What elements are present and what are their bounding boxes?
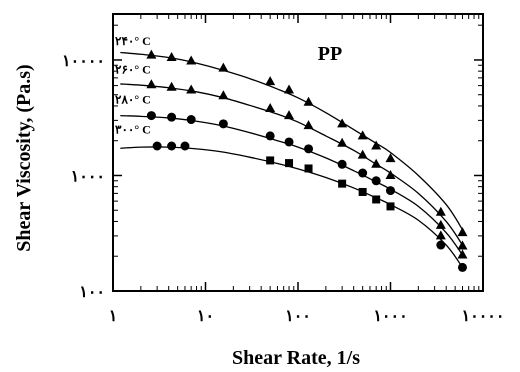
data-point-series-4 [358, 187, 367, 196]
chart-title: PP [318, 43, 342, 65]
x-tick-label: ۱۰۰۰۰ [462, 306, 505, 325]
series-labels: ۲۴۰° C ۲۶۰° C ۲۸۰° C ۳۰۰° C [115, 34, 151, 137]
data-point-series-1 [337, 118, 348, 128]
series-label-4: ۳۰۰° C [115, 123, 151, 137]
data-point-series-4 [266, 156, 275, 165]
data-point-series-3 [457, 249, 468, 259]
data-point-series-1 [186, 55, 197, 65]
data-point-series-2 [218, 90, 229, 100]
data-point-series-2 [435, 219, 446, 229]
data-point-series-3 [265, 131, 275, 141]
series-label-2: ۲۶۰° C [115, 63, 151, 77]
data-point-series-3 [337, 159, 347, 169]
data-point-series-1 [146, 49, 157, 59]
data-point-series-2 [186, 84, 197, 94]
x-tick-label: ۱۰۰ [285, 306, 311, 325]
data-point-series-2 [371, 158, 382, 168]
data-point-series-1 [218, 62, 229, 72]
data-point-series-4 [180, 141, 190, 151]
data-point-series-4 [457, 262, 467, 272]
y-axis-ticks: ۱۰۰ ۱۰۰۰ ۱۰۰۰۰ [62, 24, 483, 301]
data-point-series-3 [435, 230, 446, 240]
data-point-series-2 [385, 169, 396, 179]
y-tick-label: ۱۰۰ [79, 282, 105, 301]
data-point-series-1 [284, 84, 295, 94]
data-markers [146, 49, 468, 272]
data-point-series-3 [186, 115, 196, 125]
data-point-series-3 [371, 176, 381, 186]
data-point-series-3 [218, 119, 228, 129]
y-axis-title: Shear Viscosity, (Pa.s) [13, 64, 35, 251]
fit-curve-series-1 [120, 51, 464, 230]
data-point-series-1 [457, 227, 468, 237]
data-point-series-1 [435, 206, 446, 216]
data-point-series-1 [385, 153, 396, 163]
fit-curve-series-4 [120, 146, 464, 268]
y-tick-label: ۱۰۰۰ [71, 166, 105, 185]
data-point-series-2 [166, 81, 177, 91]
fit-curves [120, 51, 464, 268]
data-point-series-4 [338, 179, 347, 188]
data-point-series-2 [146, 79, 157, 89]
x-axis-title: Shear Rate, 1/s [232, 347, 360, 369]
x-tick-label: ۱۰ [197, 306, 214, 325]
fit-curve-series-3 [120, 114, 464, 256]
x-tick-label: ۱ [109, 306, 118, 325]
data-point-series-3 [304, 144, 314, 154]
data-point-series-1 [265, 76, 276, 86]
data-point-series-2 [265, 103, 276, 113]
data-point-series-1 [371, 140, 382, 150]
data-point-series-2 [457, 240, 468, 250]
data-point-series-1 [303, 96, 314, 106]
data-point-series-1 [166, 52, 177, 62]
data-point-series-4 [152, 141, 162, 151]
data-point-series-4 [167, 141, 177, 151]
x-tick-label: ۱۰۰۰ [373, 306, 407, 325]
data-point-series-3 [284, 137, 294, 147]
data-point-series-3 [358, 168, 368, 178]
data-point-series-3 [386, 186, 395, 196]
series-label-3: ۲۸۰° C [115, 92, 151, 106]
plot-border [112, 13, 484, 292]
data-point-series-2 [337, 137, 348, 147]
x-axis-ticks: ۱ ۱۰ ۱۰۰ ۱۰۰۰ ۱۰۰۰۰ [109, 14, 505, 325]
data-point-series-2 [303, 120, 314, 130]
y-tick-label: ۱۰۰۰۰ [62, 51, 105, 70]
series-label-1: ۲۴۰° C [115, 34, 151, 48]
data-point-series-4 [304, 164, 313, 173]
data-point-series-2 [284, 110, 295, 120]
data-point-series-4 [386, 202, 395, 211]
data-point-series-3 [167, 112, 177, 122]
data-point-series-1 [357, 130, 368, 140]
data-point-series-3 [146, 111, 156, 121]
fit-curve-series-2 [120, 83, 464, 246]
plot-area [112, 13, 484, 292]
data-point-series-4 [285, 159, 294, 168]
data-point-series-4 [436, 240, 446, 250]
data-point-series-2 [357, 149, 368, 159]
data-point-series-4 [372, 195, 381, 204]
